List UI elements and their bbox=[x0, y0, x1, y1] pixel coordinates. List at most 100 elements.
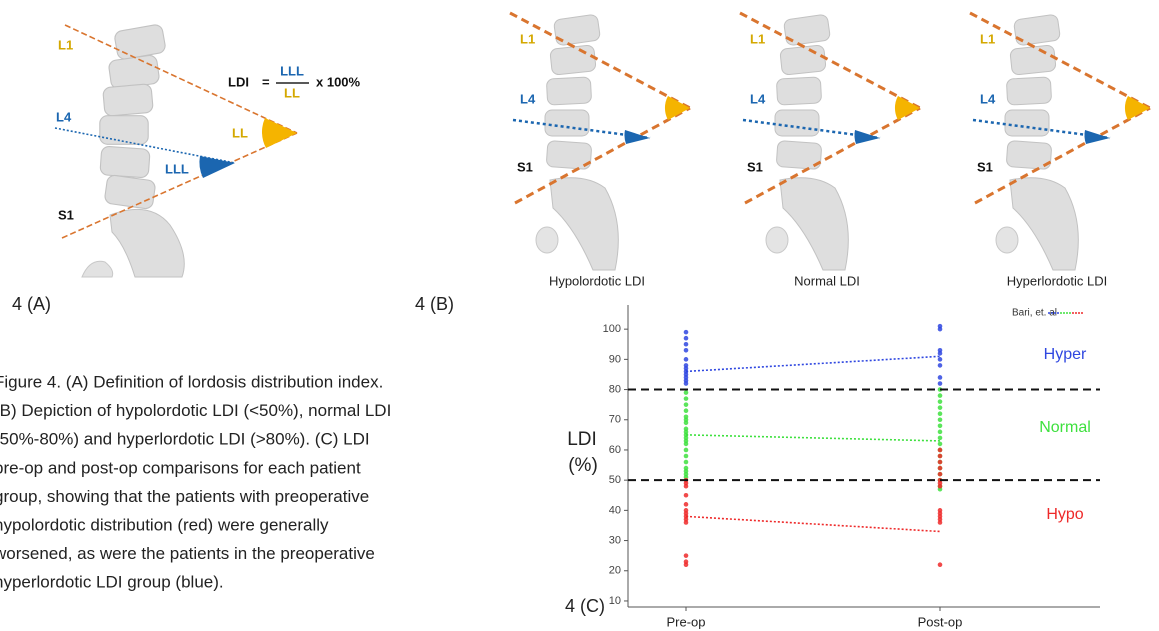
data-point bbox=[938, 460, 943, 465]
x-tick-label: Pre-op bbox=[666, 614, 705, 629]
data-point bbox=[938, 430, 943, 435]
group-label: Hypo bbox=[1046, 506, 1083, 523]
level-label: L4 bbox=[750, 91, 766, 106]
caption-line: hypolordotic distribution (red) were gen… bbox=[0, 515, 329, 534]
y-tick-label: 100 bbox=[603, 323, 621, 335]
data-point bbox=[938, 363, 943, 368]
data-point bbox=[684, 342, 689, 347]
data-point bbox=[684, 357, 689, 362]
data-point bbox=[938, 327, 943, 332]
y-tick-label: 80 bbox=[609, 383, 621, 395]
data-point bbox=[684, 390, 689, 395]
panel-label: 4 (B) bbox=[415, 294, 454, 314]
angle-label: LLL bbox=[165, 161, 189, 176]
formula-equals: = bbox=[262, 74, 270, 89]
data-point bbox=[938, 466, 943, 471]
formula-numerator: LLL bbox=[280, 63, 304, 78]
caption: Figure 4. (A) Definition of lordosis dis… bbox=[0, 372, 391, 591]
data-point bbox=[684, 493, 689, 498]
data-point bbox=[938, 393, 943, 398]
data-point bbox=[684, 442, 689, 447]
data-point bbox=[938, 417, 943, 422]
data-point bbox=[684, 448, 689, 453]
data-point bbox=[938, 562, 943, 567]
level-label: L4 bbox=[56, 109, 72, 124]
trend-line bbox=[686, 516, 940, 531]
data-point bbox=[938, 357, 943, 362]
figure: L1 L4 S1 LL LLL LDI = LLL LL x 100% 4 (A… bbox=[0, 0, 1159, 631]
level-label: L4 bbox=[980, 91, 996, 106]
y-tick-label: 90 bbox=[609, 353, 621, 365]
y-axis-label: LDI bbox=[567, 429, 597, 450]
angle-label: LL bbox=[232, 125, 248, 140]
data-point bbox=[684, 502, 689, 507]
data-point bbox=[684, 330, 689, 335]
level-label: L1 bbox=[58, 37, 73, 52]
data-point bbox=[938, 399, 943, 404]
caption-line: (B) Depiction of hypolordotic LDI (<50%)… bbox=[0, 401, 391, 420]
chart: 102030405060708090100LDI(%)Pre-opPost-op… bbox=[567, 305, 1100, 629]
level-label: S1 bbox=[747, 159, 763, 174]
panel-b-drawing bbox=[740, 13, 920, 270]
data-point bbox=[684, 420, 689, 425]
panel-a-drawing bbox=[55, 24, 309, 277]
group-label: Hyper bbox=[1044, 346, 1087, 363]
data-point bbox=[684, 348, 689, 353]
data-point bbox=[938, 448, 943, 453]
data-point bbox=[938, 472, 943, 477]
level-label: S1 bbox=[977, 159, 993, 174]
level-label: S1 bbox=[517, 159, 533, 174]
data-point bbox=[938, 381, 943, 386]
caption-line: pre-op and post-op comparisons for each … bbox=[0, 458, 361, 477]
data-point bbox=[938, 436, 943, 441]
diagram-title: Normal LDI bbox=[794, 273, 860, 288]
y-tick-label: 70 bbox=[609, 414, 621, 426]
y-tick-label: 40 bbox=[609, 504, 621, 516]
data-point bbox=[684, 408, 689, 413]
panel-b-drawing bbox=[970, 13, 1150, 270]
panel-label: 4 (A) bbox=[12, 294, 51, 314]
panel-b-drawing bbox=[510, 13, 690, 270]
trend-line bbox=[686, 435, 940, 441]
level-label: L4 bbox=[520, 91, 536, 106]
level-label: L1 bbox=[750, 31, 765, 46]
y-tick-label: 30 bbox=[609, 534, 621, 546]
x-tick-label: Post-op bbox=[918, 614, 963, 629]
data-point bbox=[684, 562, 689, 567]
y-tick-label: 60 bbox=[609, 444, 621, 456]
data-point bbox=[938, 351, 943, 356]
y-tick-label: 50 bbox=[609, 474, 621, 486]
data-point bbox=[684, 454, 689, 459]
data-point bbox=[938, 411, 943, 416]
diagram-title: Hyperlordotic LDI bbox=[1007, 273, 1107, 288]
y-axis-label: (%) bbox=[568, 455, 598, 476]
data-point bbox=[684, 381, 689, 386]
trend-line bbox=[686, 356, 940, 371]
level-label: L1 bbox=[520, 31, 535, 46]
data-point bbox=[684, 460, 689, 465]
group-label: Normal bbox=[1039, 419, 1091, 436]
data-point bbox=[938, 405, 943, 410]
caption-line: group, showing that the patients with pr… bbox=[0, 487, 369, 506]
formula-rhs: x 100% bbox=[316, 74, 361, 89]
caption-line: Figure 4. (A) Definition of lordosis dis… bbox=[0, 372, 383, 391]
data-point bbox=[684, 553, 689, 558]
level-label: L1 bbox=[980, 31, 995, 46]
formula-lhs: LDI bbox=[228, 74, 249, 89]
data-point bbox=[938, 520, 943, 525]
caption-line: hyperlordotic LDI group (blue). bbox=[0, 573, 224, 592]
data-point bbox=[938, 375, 943, 380]
legend-label: Bari, et. al bbox=[1012, 308, 1057, 319]
caption-line: (50%-80%) and hyperlordotic LDI (>80%). … bbox=[0, 430, 370, 449]
data-point bbox=[938, 424, 943, 429]
data-point bbox=[938, 484, 943, 489]
panel-label: 4 (C) bbox=[565, 596, 605, 616]
level-label: S1 bbox=[58, 207, 74, 222]
caption-line: worsened, as were the patients in the pr… bbox=[0, 544, 375, 563]
data-point bbox=[684, 484, 689, 489]
data-point bbox=[684, 336, 689, 341]
diagram-title: Hypolordotic LDI bbox=[549, 273, 645, 288]
data-point bbox=[684, 402, 689, 407]
data-point bbox=[684, 396, 689, 401]
formula-denominator: LL bbox=[284, 85, 300, 100]
